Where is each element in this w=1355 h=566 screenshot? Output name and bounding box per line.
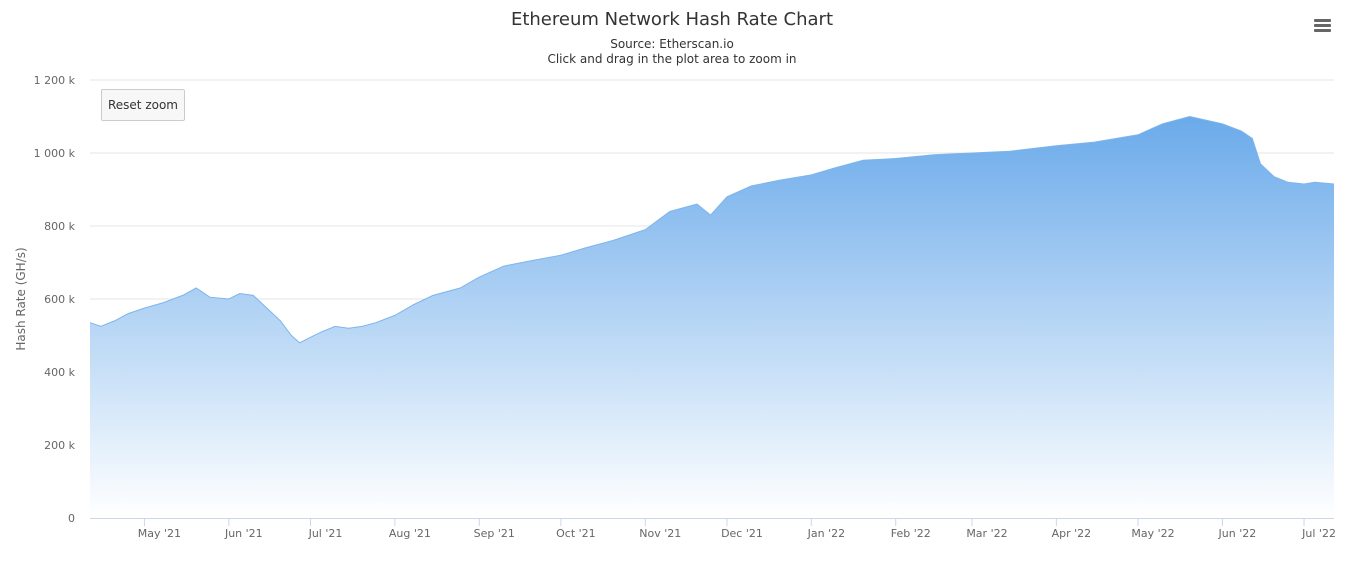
y-axis-title: Hash Rate (GH/s) <box>14 247 28 350</box>
x-tick-label: Dec '21 <box>721 527 763 540</box>
x-tick-label: Jul '22 <box>1301 527 1336 540</box>
x-tick-label: Mar '22 <box>966 527 1007 540</box>
x-tick-label: Jan '22 <box>807 527 845 540</box>
x-tick-label: May '21 <box>138 527 181 540</box>
x-tick-label: May '22 <box>1131 527 1174 540</box>
y-tick-label: 1 200 k <box>34 74 76 87</box>
x-tick-label: Oct '21 <box>556 527 596 540</box>
hamburger-menu-icon[interactable] <box>1311 14 1335 36</box>
series-area <box>89 115 1335 518</box>
zoom-hint: Click and drag in the plot area to zoom … <box>547 52 797 66</box>
x-tick-label: Apr '22 <box>1052 527 1092 540</box>
x-axis: May '21 Jun '21 Jul '21 Aug '21 Sep '21 Oct '… <box>90 518 1336 540</box>
y-tick-label: 1 000 k <box>34 147 76 160</box>
series-line <box>89 115 1335 344</box>
y-tick-label: 600 k <box>44 293 75 306</box>
y-tick-label: 400 k <box>44 366 75 379</box>
y-tick-label: 0 <box>68 512 75 525</box>
x-tick-label: Jun '22 <box>1218 527 1257 540</box>
x-tick-label: Nov '21 <box>639 527 681 540</box>
x-tick-label: Feb '22 <box>891 527 931 540</box>
x-tick-label: Aug '21 <box>389 527 431 540</box>
chart-subtitle: Source: Etherscan.io <box>610 37 734 51</box>
x-tick-label: Jul '21 <box>308 527 343 540</box>
x-tick-label: Jun '21 <box>224 527 263 540</box>
x-tick-label: Sep '21 <box>474 527 515 540</box>
chart-title: Ethereum Network Hash Rate Chart <box>510 9 834 30</box>
reset-zoom-button[interactable]: Reset zoom <box>101 89 185 121</box>
y-axis: 0 200 k 400 k 600 k 800 k 1 000 k 1 200 k <box>34 74 76 525</box>
y-tick-label: 200 k <box>44 439 75 452</box>
y-tick-label: 800 k <box>44 220 75 233</box>
series-area-fill <box>90 116 1334 518</box>
